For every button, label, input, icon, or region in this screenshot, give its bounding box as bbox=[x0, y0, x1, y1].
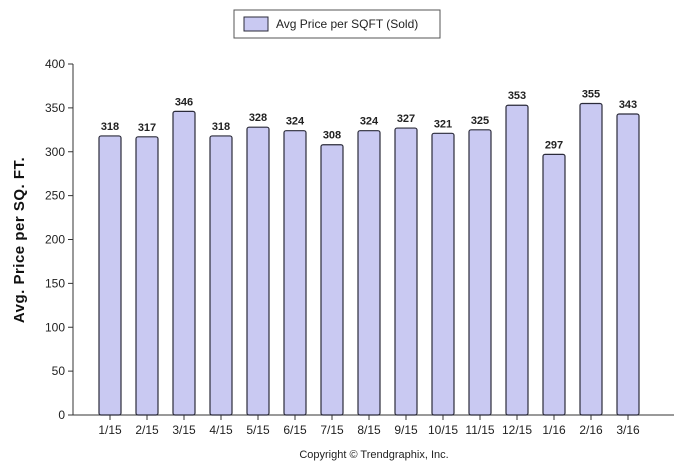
data-label: 355 bbox=[582, 88, 600, 100]
bar bbox=[209, 135, 233, 416]
x-tick-label: 6/15 bbox=[283, 423, 307, 437]
bar bbox=[320, 144, 344, 416]
bar bbox=[542, 153, 566, 416]
copyright-text: Copyright © Trendgraphix, Inc. bbox=[299, 449, 448, 461]
bar bbox=[135, 136, 159, 416]
data-label: 353 bbox=[508, 90, 526, 102]
data-label: 297 bbox=[545, 139, 563, 151]
data-label: 327 bbox=[397, 113, 415, 125]
bar bbox=[172, 110, 196, 416]
bar bbox=[394, 127, 418, 416]
x-tick-label: 10/15 bbox=[428, 423, 458, 437]
bar bbox=[98, 135, 122, 416]
legend-label: Avg Price per SQFT (Sold) bbox=[276, 17, 418, 31]
x-tick-label: 3/15 bbox=[172, 423, 196, 437]
y-tick-label: 250 bbox=[45, 189, 65, 203]
bar bbox=[505, 104, 529, 416]
x-tick-label: 11/15 bbox=[465, 423, 494, 437]
y-axis-ticks: 0 50 100 150 200 250 300 350 400 bbox=[45, 57, 73, 422]
x-tick-label: 5/15 bbox=[246, 423, 270, 437]
x-tick-label: 1/15 bbox=[98, 423, 122, 437]
bar bbox=[357, 130, 381, 416]
data-label: 318 bbox=[212, 121, 230, 133]
bar bbox=[283, 130, 307, 416]
x-tick-label: 2/16 bbox=[579, 423, 603, 437]
data-label: 308 bbox=[323, 130, 341, 142]
y-tick-label: 50 bbox=[52, 364, 66, 378]
x-tick-label: 12/15 bbox=[502, 423, 532, 437]
x-tick-label: 7/15 bbox=[320, 423, 344, 437]
x-tick-label: 3/16 bbox=[616, 423, 640, 437]
data-label: 346 bbox=[175, 96, 193, 108]
y-axis-title: Avg. Price per SQ. FT. bbox=[11, 157, 28, 323]
x-tick-label: 8/15 bbox=[357, 423, 381, 437]
data-label: 324 bbox=[286, 116, 305, 128]
data-label: 317 bbox=[138, 122, 156, 134]
bar bbox=[431, 132, 455, 416]
y-tick-label: 300 bbox=[45, 145, 65, 159]
y-tick-label: 0 bbox=[58, 408, 65, 422]
bar bbox=[468, 129, 492, 416]
bar bbox=[579, 102, 603, 416]
x-tick-label: 9/15 bbox=[394, 423, 418, 437]
legend: Avg Price per SQFT (Sold) bbox=[233, 9, 441, 39]
data-label: 325 bbox=[471, 115, 489, 127]
y-tick-label: 100 bbox=[45, 320, 65, 334]
data-label: 318 bbox=[101, 121, 119, 133]
data-label: 324 bbox=[360, 116, 379, 128]
legend-swatch bbox=[243, 16, 269, 32]
data-label: 321 bbox=[434, 118, 452, 130]
x-axis-labels: 1/15 2/15 3/15 4/15 5/15 6/15 7/15 8/15 9/15 10/1… bbox=[98, 415, 640, 437]
x-tick-label: 4/15 bbox=[209, 423, 233, 437]
data-labels: 318 317 346 318 328 324 308 324 327 321 325 353 297 3… bbox=[101, 88, 637, 151]
y-tick-label: 350 bbox=[45, 101, 65, 115]
data-label: 343 bbox=[619, 99, 637, 111]
y-tick-label: 200 bbox=[45, 233, 65, 247]
y-tick-label: 400 bbox=[45, 57, 65, 71]
bars bbox=[98, 102, 640, 416]
x-tick-label: 2/15 bbox=[135, 423, 159, 437]
y-tick-label: 150 bbox=[45, 276, 65, 290]
bar bbox=[616, 113, 640, 416]
bar bbox=[246, 126, 270, 416]
data-label: 328 bbox=[249, 112, 267, 124]
x-tick-label: 1/16 bbox=[542, 423, 566, 437]
